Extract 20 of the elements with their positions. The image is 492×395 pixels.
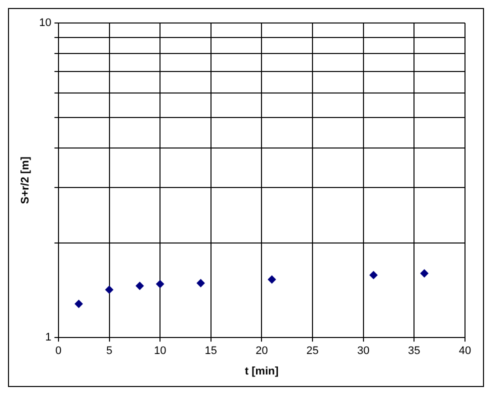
point (370, 271, 378, 280)
x-tick-label: 30 (357, 345, 370, 358)
point (196, 279, 205, 288)
point (74, 300, 83, 308)
x-tick-label: 0 (55, 345, 62, 358)
x-axis-title: t [min] (244, 365, 279, 378)
point (420, 269, 428, 278)
x-tick-label: 15 (204, 345, 218, 358)
point (156, 280, 164, 288)
point (136, 282, 144, 290)
point (268, 275, 276, 284)
x-tick-label: 40 (458, 345, 472, 358)
x-tick-label: 10 (154, 345, 166, 358)
y-tick-label: 1 (45, 332, 52, 344)
point (105, 286, 114, 294)
x-tick-label: 35 (408, 345, 420, 358)
x-tick-label: 5 (106, 345, 112, 358)
x-tick-label: 25 (306, 345, 319, 358)
y-axis-title: S+r/2 [m] (20, 156, 32, 204)
x-tick-label: 20 (256, 345, 268, 358)
